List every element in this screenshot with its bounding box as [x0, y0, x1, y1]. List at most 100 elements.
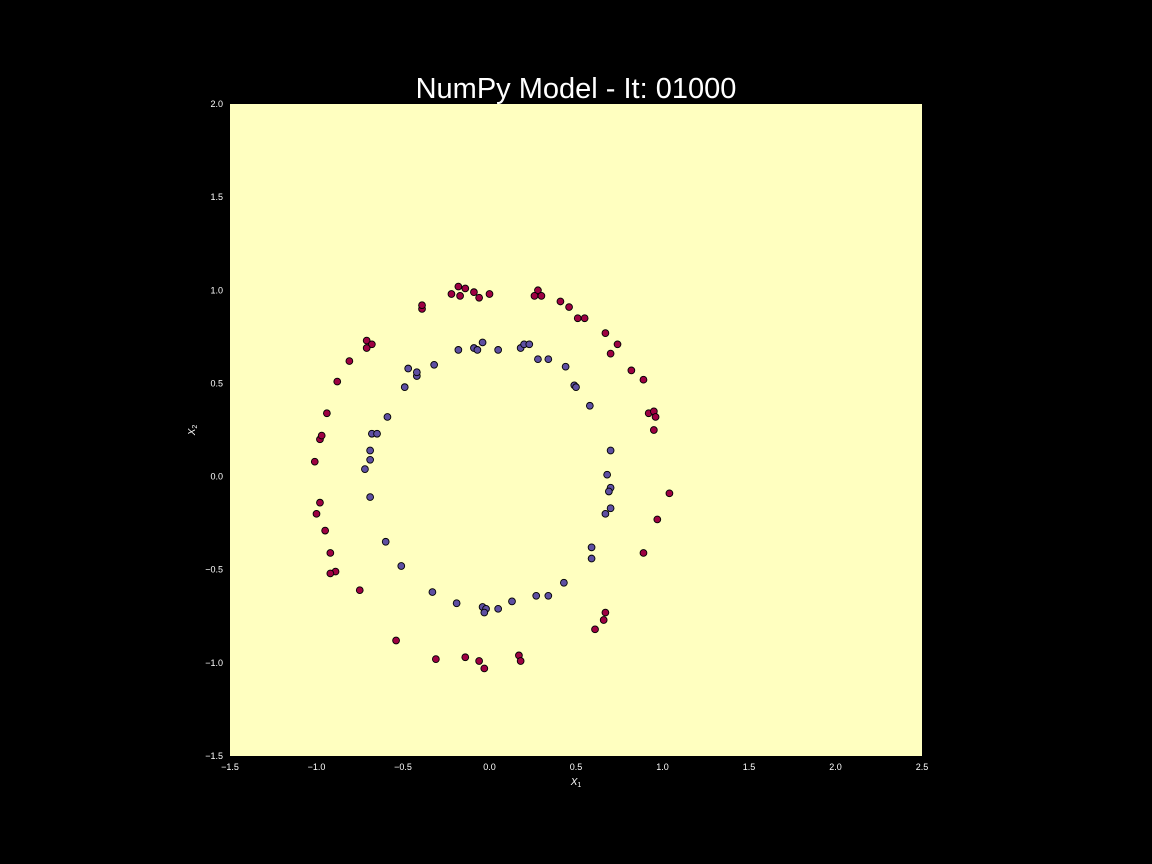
inner-class-point [601, 509, 610, 518]
x-tick-label: 0.0 [483, 762, 496, 772]
inner-class-point [412, 368, 421, 377]
outer-class-point [649, 426, 658, 434]
outer-class-point [447, 290, 456, 298]
outer-class-point [653, 515, 662, 524]
inner-class-point [383, 413, 392, 421]
outer-class-point [665, 489, 674, 498]
inner-class-point [544, 355, 553, 364]
chart-title: NumPy Model - It: 01000 [416, 73, 737, 105]
outer-class-point [310, 457, 319, 466]
inner-class-point [366, 493, 374, 501]
x-tick-label: −0.5 [394, 762, 412, 772]
outer-class-point [461, 653, 470, 662]
inner-class-point [478, 338, 487, 347]
outer-class-point [362, 336, 371, 345]
outer-class-point [475, 293, 483, 302]
inner-class-point [606, 504, 615, 513]
outer-class-point [418, 301, 426, 310]
inner-class-point [605, 487, 613, 496]
y-tick-label: 2.0 [210, 99, 223, 109]
inner-class-point [532, 591, 541, 600]
outer-class-point [537, 292, 546, 300]
outer-class-point [651, 413, 660, 421]
x-tick-label: 0.5 [570, 762, 583, 772]
outer-class-point [345, 357, 354, 365]
outer-class-point [323, 409, 331, 418]
outer-class-point [355, 586, 364, 595]
outer-class-point [639, 375, 648, 384]
outer-class-point [606, 349, 615, 358]
inner-class-point [606, 446, 615, 455]
x-tick-label: −1.0 [308, 762, 326, 772]
outer-class-point [627, 366, 636, 375]
outer-class-point [639, 549, 648, 557]
inner-class-point [525, 340, 534, 349]
y-tick-label: 1.5 [210, 192, 223, 202]
plot-area [230, 104, 922, 756]
y-tick-label: −1.0 [205, 658, 223, 668]
x-axis-label: X1 [570, 777, 582, 789]
inner-class-point [560, 578, 568, 587]
y-axis-label-text: X [187, 428, 198, 436]
outer-class-point [321, 526, 330, 535]
outer-class-point [470, 288, 478, 296]
inner-class-point [494, 346, 503, 354]
inner-class-point [587, 543, 596, 552]
inner-class-point [397, 562, 406, 570]
y-tick-label: −1.5 [205, 751, 223, 761]
y-tick-label: 1.0 [210, 285, 223, 295]
x-tick-label: −1.5 [221, 762, 239, 772]
y-tick-label: 0.0 [210, 472, 223, 482]
outer-class-point [316, 498, 324, 507]
outer-class-point [613, 340, 622, 349]
inner-class-point [561, 362, 570, 371]
inner-class-point [454, 346, 463, 354]
inner-class-point [373, 429, 381, 438]
x-tick-label: 1.5 [743, 762, 756, 772]
inner-class-point [428, 588, 437, 596]
x-tick-label: 1.0 [656, 762, 669, 772]
outer-class-point [565, 303, 573, 311]
outer-class-point [556, 297, 565, 306]
outer-class-point [601, 329, 610, 337]
inner-class-point [400, 383, 409, 392]
y-axis-ticks: −1.5 −1.0 −0.5 0.0 0.5 1.0 1.5 2.0 [205, 99, 223, 761]
outer-class-point [530, 292, 539, 300]
outer-class-point [591, 625, 599, 634]
outer-class-point [362, 344, 371, 352]
outer-class-point [326, 569, 335, 578]
outer-class-point [480, 664, 489, 673]
inner-class-point [585, 401, 594, 410]
outer-class-point [475, 657, 483, 665]
outer-class-point [326, 549, 335, 557]
outer-class-point [456, 292, 464, 300]
inner-class-point [366, 455, 374, 464]
scatter-points [310, 282, 674, 673]
y-tick-label: −0.5 [205, 565, 223, 575]
outer-class-point [368, 340, 376, 349]
outer-class-point [333, 377, 342, 386]
outer-class-point [599, 616, 608, 624]
outer-class-point [601, 608, 610, 617]
inner-class-point [508, 597, 516, 606]
outer-class-point [461, 284, 470, 293]
outer-class-point [317, 431, 326, 440]
x-axis-label-subscript: 1 [577, 782, 581, 789]
y-tick-label: 0.5 [210, 378, 223, 388]
inner-class-point [381, 537, 390, 546]
x-tick-label: 2.5 [916, 762, 929, 772]
outer-class-point [573, 314, 582, 323]
inner-class-point [572, 383, 580, 392]
y-axis-label: X2 [187, 425, 199, 437]
inner-class-point [480, 608, 489, 617]
x-axis-ticks: −1.5 −1.0 −0.5 0.0 0.5 1.0 1.5 2.0 2.5 [221, 762, 928, 772]
inner-class-point [603, 470, 611, 479]
inner-class-point [473, 346, 482, 354]
outer-class-point [454, 282, 463, 291]
x-axis-label-text: X [570, 777, 578, 788]
inner-class-point [361, 465, 369, 473]
outer-class-point [485, 290, 494, 298]
inner-class-point [452, 599, 461, 608]
inner-class-point [544, 591, 553, 600]
